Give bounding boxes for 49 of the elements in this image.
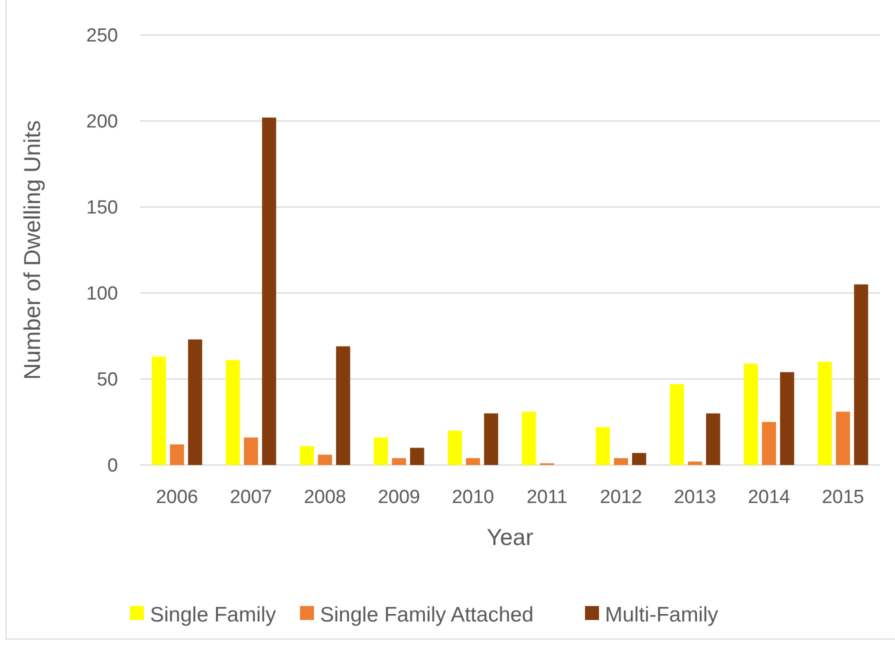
y-tick-label: 0: [107, 456, 118, 477]
legend-label: Single Family Attached: [320, 603, 534, 626]
bar: [632, 452, 646, 465]
bar: [188, 339, 202, 465]
bar: [374, 437, 388, 465]
x-tick-label: 2010: [452, 487, 494, 508]
y-tick-label: 50: [96, 370, 118, 391]
x-tick-label: 2014: [748, 487, 791, 508]
bar: [152, 356, 166, 465]
bar: [818, 362, 832, 465]
x-axis-title: Year: [486, 524, 534, 550]
bar: [410, 448, 424, 465]
x-tick-label: 2008: [304, 487, 346, 508]
bar: [780, 372, 794, 465]
x-tick-label: 2009: [378, 487, 420, 508]
y-tick-label: 100: [86, 284, 118, 305]
bar: [670, 384, 684, 465]
y-tick-label: 250: [86, 26, 118, 47]
y-tick-label: 200: [86, 112, 118, 133]
bar: [744, 364, 758, 465]
bar: [226, 360, 240, 465]
bar: [836, 412, 850, 465]
x-tick-label: 2007: [230, 487, 272, 508]
x-tick-label: 2012: [600, 487, 642, 508]
bar: [596, 427, 610, 465]
bar: [244, 437, 258, 465]
y-axis-title: Number of Dwelling Units: [19, 120, 45, 380]
x-tick-label: 2013: [674, 487, 716, 508]
bar: [300, 446, 314, 465]
bar: [466, 458, 480, 465]
bar: [854, 284, 868, 465]
bar: [522, 412, 536, 465]
bar: [762, 422, 776, 465]
bar: [688, 462, 702, 465]
legend-label: Single Family: [150, 603, 277, 626]
bar: [448, 430, 462, 465]
x-tick-label: 2015: [822, 487, 864, 508]
bar: [484, 413, 498, 465]
x-tick-label: 2006: [156, 487, 198, 508]
bar: [392, 458, 406, 465]
bar: [318, 454, 332, 465]
bar: [614, 458, 628, 465]
bar: [262, 118, 276, 465]
bar: [170, 444, 184, 465]
x-tick-label: 2011: [526, 487, 568, 508]
legend-label: Multi-Family: [605, 603, 719, 626]
y-tick-label: 150: [86, 198, 118, 219]
bar: [336, 346, 350, 465]
bar: [706, 413, 720, 465]
